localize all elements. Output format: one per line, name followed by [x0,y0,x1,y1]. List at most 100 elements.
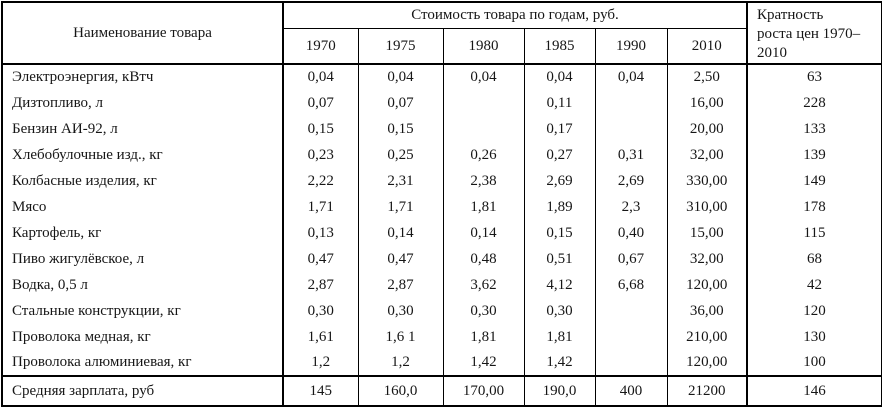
table-row: Мясо 1,71 1,71 1,81 1,89 2,3 310,00 178 [1,194,882,220]
row-name-cell: Мясо [1,194,284,220]
year-value-cell: 1,71 [357,194,444,220]
ratio-cell: 63 [746,64,882,90]
year-value-cell: 0,27 [523,142,596,168]
year-value-cell: 0,04 [282,64,359,90]
summary-row: Средняя зарплата, руб 145 160,0 170,00 1… [1,375,882,406]
table-row: Пиво жигулёвское, л 0,47 0,47 0,48 0,51 … [1,246,882,272]
year-value-cell: 2,87 [282,272,359,298]
year-value-cell: 0,48 [442,246,525,272]
year-value-cell: 120,00 [666,350,748,376]
year-value-cell: 0,40 [594,220,668,246]
year-value-cell: 145 [282,375,359,406]
year-value-cell: 0,14 [357,220,444,246]
row-name-cell: Пиво жигулёвское, л [1,246,284,272]
year-value-cell: 4,12 [523,272,596,298]
table-row: Проволока алюминиевая, кг 1,2 1,2 1,42 1… [1,350,882,376]
table-row: Картофель, кг 0,13 0,14 0,14 0,15 0,40 1… [1,220,882,246]
year-value-cell: 36,00 [666,298,748,324]
year-value-cell: 0,47 [282,246,359,272]
year-value-cell: 1,6 1 [357,324,444,350]
row-name-cell: Бензин АИ-92, л [1,116,284,142]
row-name-cell: Средняя зарплата, руб [1,375,284,406]
table-row: Стальные конструкции, кг 0,30 0,30 0,30 … [1,298,882,324]
row-name-cell: Водка, 0,5 л [1,272,284,298]
year-header-1975: 1975 [357,28,444,66]
ratio-cell: 133 [746,116,882,142]
year-value-cell: 2,31 [357,168,444,194]
year-value-cell: 15,00 [666,220,748,246]
row-name-cell: Проволока алюминиевая, кг [1,350,284,376]
year-value-cell: 170,00 [442,375,525,406]
row-name-cell: Электроэнергия, кВтч [1,64,284,90]
year-value-cell: 0,04 [523,64,596,90]
year-value-cell: 0,15 [357,116,444,142]
year-value-cell: 2,38 [442,168,525,194]
ratio-cell: 139 [746,142,882,168]
table-row: Проволока медная, кг 1,61 1,6 1 1,81 1,8… [1,324,882,350]
row-name-cell: Стальные конструкции, кг [1,298,284,324]
year-value-cell: 0,07 [357,90,444,116]
year-value-cell: 190,0 [523,375,596,406]
year-value-cell: 2,3 [594,194,668,220]
year-value-cell [594,90,668,116]
year-value-cell: 1,71 [282,194,359,220]
year-value-cell: 400 [594,375,668,406]
year-value-cell: 0,67 [594,246,668,272]
year-value-cell [594,298,668,324]
ratio-cell: 100 [746,350,882,376]
year-value-cell: 0,15 [282,116,359,142]
year-value-cell: 1,81 [442,324,525,350]
ratio-cell: 120 [746,298,882,324]
table-row: Водка, 0,5 л 2,87 2,87 3,62 4,12 6,68 12… [1,272,882,298]
year-value-cell: 330,00 [666,168,748,194]
table-row: Колбасные изделия, кг 2,22 2,31 2,38 2,6… [1,168,882,194]
year-value-cell [594,116,668,142]
year-value-cell: 0,30 [357,298,444,324]
year-value-cell: 1,2 [357,350,444,376]
ratio-cell: 115 [746,220,882,246]
year-value-cell: 310,00 [666,194,748,220]
year-value-cell [594,324,668,350]
year-value-cell: 0,17 [523,116,596,142]
ratio-cell: 42 [746,272,882,298]
year-header-2010: 2010 [666,28,748,66]
year-header-1985: 1985 [523,28,596,66]
table-row: Электроэнергия, кВтч 0,04 0,04 0,04 0,04… [1,64,882,90]
year-value-cell: 0,13 [282,220,359,246]
header-row-years: 1970 1975 1980 1985 1990 2010 [2,28,882,66]
year-value-cell: 0,04 [357,64,444,90]
year-value-cell: 20,00 [666,116,748,142]
year-value-cell: 0,30 [442,298,525,324]
row-name-cell: Картофель, кг [1,220,284,246]
ratio-cell: 178 [746,194,882,220]
year-value-cell: 2,69 [523,168,596,194]
header-row-top: Наименование товара Стоимость товара по … [2,2,882,65]
year-value-cell: 1,81 [442,194,525,220]
ratio-cell: 68 [746,246,882,272]
year-value-cell: 3,62 [442,272,525,298]
year-value-cell: 2,22 [282,168,359,194]
year-value-cell: 32,00 [666,142,748,168]
year-value-cell: 1,42 [523,350,596,376]
year-value-cell: 160,0 [357,375,444,406]
year-value-cell: 2,87 [357,272,444,298]
year-value-cell [594,350,668,376]
year-value-cell: 6,68 [594,272,668,298]
column-header-growth-ratio: Кратность роста цен 1970– 2010 [746,2,882,65]
year-value-cell: 1,89 [523,194,596,220]
ratio-cell: 146 [746,375,882,406]
ratio-cell: 228 [746,90,882,116]
year-value-cell: 1,61 [282,324,359,350]
year-value-cell: 1,2 [282,350,359,376]
row-name-cell: Дизтопливо, л [1,90,284,116]
year-value-cell: 0,47 [357,246,444,272]
year-value-cell: 0,30 [282,298,359,324]
year-value-cell: 2,69 [594,168,668,194]
year-value-cell: 0,04 [442,64,525,90]
year-value-cell: 0,14 [442,220,525,246]
year-value-cell: 16,00 [666,90,748,116]
year-value-cell: 210,00 [666,324,748,350]
ratio-cell: 149 [746,168,882,194]
year-value-cell: 21200 [666,375,748,406]
